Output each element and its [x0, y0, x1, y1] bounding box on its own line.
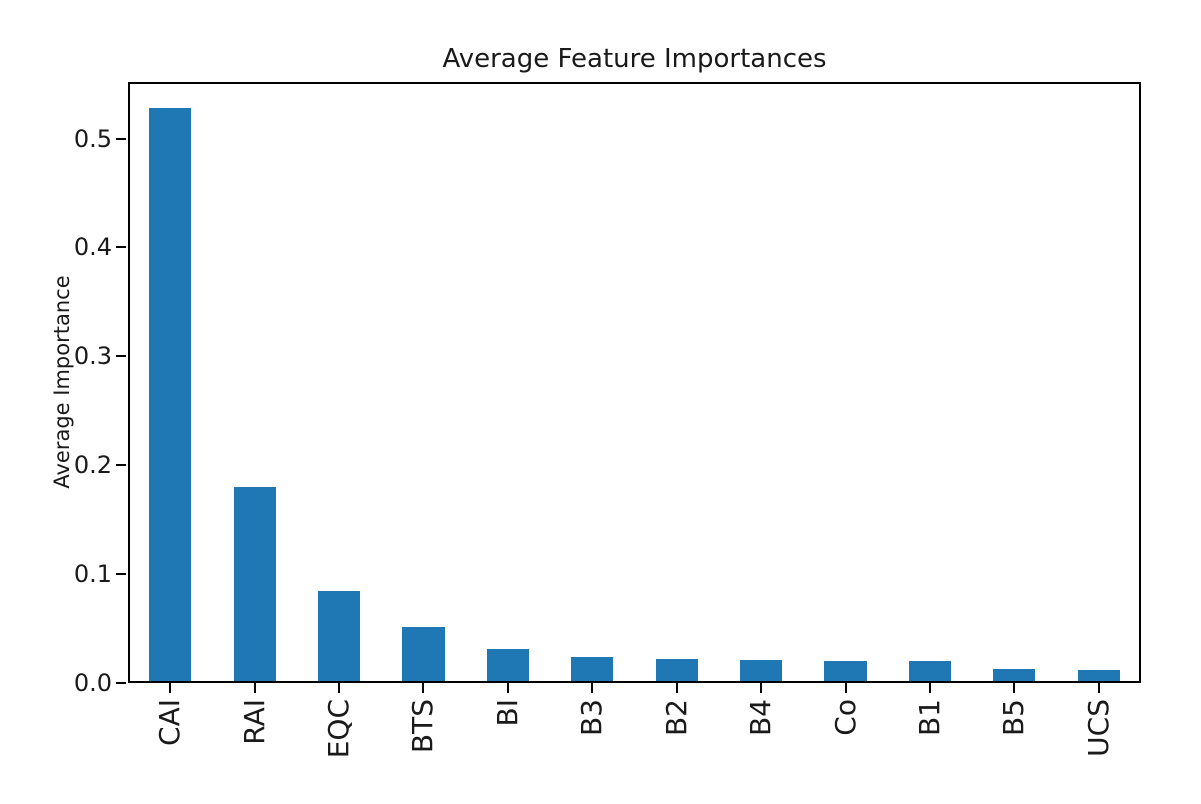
x-tick-label: BTS: [406, 699, 440, 754]
y-tick-label: 0.0: [73, 669, 112, 697]
x-tick-label: UCS: [1081, 699, 1115, 757]
y-tick-mark: [116, 246, 126, 249]
x-tick-mark: [169, 683, 172, 693]
bar-B4: [740, 660, 783, 681]
bar-Co: [824, 661, 867, 681]
chart-title: Average Feature Importances: [442, 44, 827, 74]
x-tick-label: Co: [828, 699, 862, 736]
x-tick-mark: [844, 683, 847, 693]
bar-RAI: [233, 487, 276, 681]
x-tick-label: B3: [575, 699, 609, 737]
x-tick-mark: [338, 683, 341, 693]
plot-area: [128, 82, 1141, 683]
x-tick-mark: [760, 683, 763, 693]
y-tick-mark: [116, 355, 126, 358]
bar-B5: [993, 669, 1036, 681]
y-tick-label: 0.3: [73, 342, 112, 371]
x-tick-label: B2: [659, 699, 693, 737]
y-tick-mark: [116, 682, 126, 684]
x-tick-label: B1: [912, 699, 946, 737]
x-tick-label: BI: [490, 699, 524, 727]
bar-BI: [486, 649, 529, 681]
y-tick-label: 0.1: [73, 560, 112, 589]
x-tick-label: RAI: [237, 699, 271, 745]
x-tick-mark: [928, 683, 931, 693]
y-tick-label: 0.5: [73, 124, 112, 153]
bar-B2: [655, 659, 698, 681]
x-tick-mark: [1097, 683, 1100, 693]
bar-B1: [908, 661, 952, 681]
x-tick-mark: [506, 683, 509, 693]
x-tick-mark: [1013, 683, 1016, 693]
x-tick-mark: [675, 683, 678, 693]
x-tick-label: B5: [997, 699, 1031, 737]
bar-UCS: [1077, 670, 1120, 681]
x-tick-mark: [591, 683, 594, 693]
bar-B3: [571, 657, 614, 681]
x-tick-label: B4: [744, 699, 778, 737]
x-tick-label: CAI: [153, 699, 187, 746]
y-tick-label: 0.4: [73, 233, 112, 262]
bar-BTS: [402, 626, 445, 681]
y-tick-mark: [116, 464, 126, 467]
x-tick-mark: [253, 683, 256, 693]
y-tick-mark: [116, 573, 126, 576]
bar-CAI: [149, 108, 192, 681]
x-tick-mark: [422, 683, 425, 693]
bar-EQC: [317, 590, 361, 681]
y-tick-mark: [116, 137, 126, 140]
y-axis-label: Average Importance: [50, 275, 74, 489]
y-tick-label: 0.2: [73, 451, 112, 480]
x-tick-label: EQC: [322, 699, 356, 759]
